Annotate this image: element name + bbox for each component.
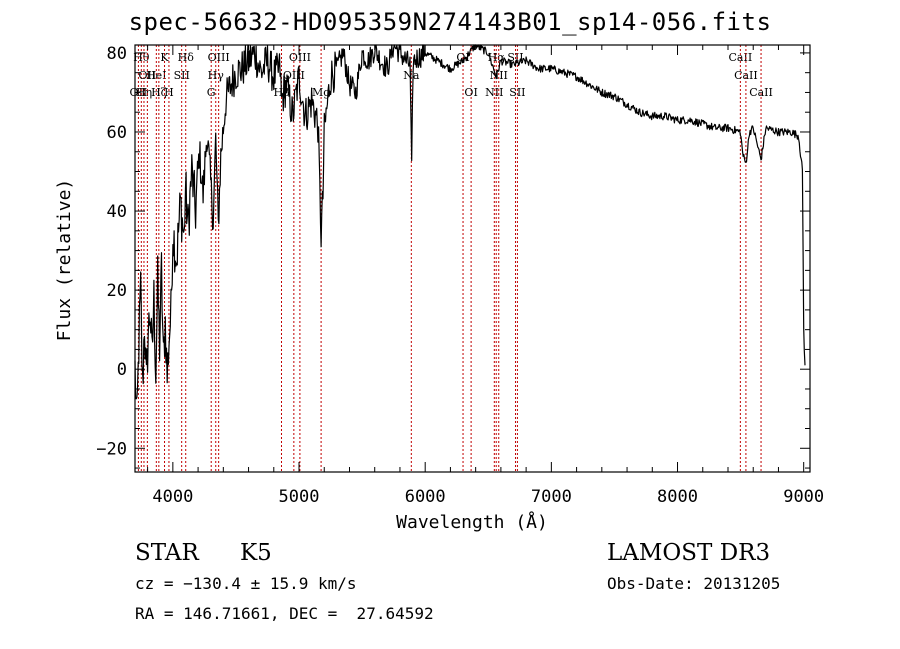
chart-title: spec-56632-HD095359N274143B01_sp14-056.f… bbox=[128, 8, 772, 36]
line-marker-label: HeI bbox=[146, 69, 166, 82]
line-marker-label: OIII bbox=[289, 51, 311, 64]
line-marker-label: OI bbox=[464, 86, 477, 99]
y-tick-label: 60 bbox=[107, 123, 127, 143]
coordinates: RA = 146.71661, DEC = 27.64592 bbox=[135, 604, 434, 623]
line-markers: OIIHθHηOIIHeIHζKHSIIHδGHγOIIIHβOIIIOIIIM… bbox=[130, 45, 773, 472]
object-subclass: K5 bbox=[240, 540, 272, 566]
line-marker-label: K bbox=[160, 51, 169, 64]
survey-name: LAMOST DR3 bbox=[607, 540, 771, 566]
line-marker-label: OIII bbox=[208, 51, 230, 64]
y-tick-label: 0 bbox=[117, 360, 127, 380]
y-tick-label: 80 bbox=[107, 44, 127, 64]
x-tick-label: 7000 bbox=[531, 487, 572, 507]
observation-date: Obs-Date: 20131205 bbox=[607, 574, 781, 593]
y-axis: −20 0 20 40 60 80 bbox=[96, 44, 810, 469]
y-tick-label: 40 bbox=[107, 202, 127, 222]
line-marker-label: Hη bbox=[136, 86, 152, 99]
line-marker-label: G bbox=[207, 86, 216, 99]
x-tick-label: 9000 bbox=[783, 487, 824, 507]
object-class: STAR bbox=[135, 540, 199, 566]
x-tick-label: 5000 bbox=[279, 487, 320, 507]
plot-frame bbox=[134, 44, 811, 473]
x-axis-label: Wavelength (Å) bbox=[396, 511, 548, 533]
y-tick-label: 20 bbox=[107, 281, 127, 301]
line-marker-label: CaII bbox=[729, 51, 753, 64]
x-tick-label: 4000 bbox=[152, 487, 193, 507]
y-axis-label: Flux (relative) bbox=[54, 179, 75, 342]
line-marker-label: Hδ bbox=[178, 51, 195, 64]
line-marker-label: SII bbox=[174, 69, 190, 82]
line-marker-label: Hζ bbox=[151, 86, 167, 99]
line-marker-label: CaII bbox=[749, 86, 773, 99]
line-marker-label: Hγ bbox=[208, 69, 225, 82]
redshift-velocity: cz = −130.4 ± 15.9 km/s bbox=[135, 574, 357, 593]
line-marker-label: NII bbox=[485, 86, 503, 99]
spectrum-line bbox=[134, 44, 806, 400]
line-marker-label: OII bbox=[139, 69, 157, 82]
line-marker-label: CaII bbox=[734, 69, 758, 82]
line-marker-label: Mg bbox=[312, 86, 330, 99]
x-tick-label: 6000 bbox=[405, 487, 446, 507]
line-marker-label: Hθ bbox=[133, 51, 150, 64]
x-axis: 4000 5000 6000 7000 8000 9000 bbox=[147, 45, 824, 507]
x-tick-label: 8000 bbox=[657, 487, 698, 507]
line-marker-label: Na bbox=[403, 69, 420, 82]
line-marker-label: H bbox=[164, 86, 174, 99]
line-marker-label: SII bbox=[509, 86, 525, 99]
y-tick-label: −20 bbox=[96, 439, 127, 459]
